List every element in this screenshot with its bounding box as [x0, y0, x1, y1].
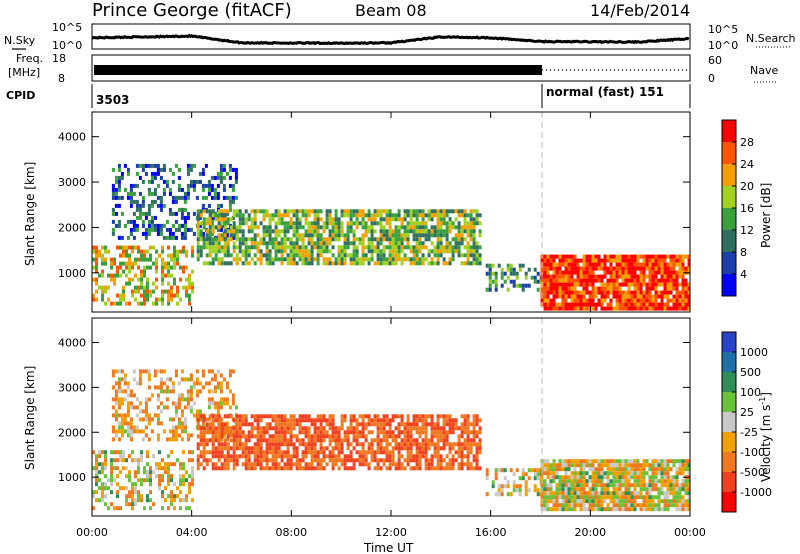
range-tick-label-1000: 1000: [58, 267, 86, 280]
colorbar-swatch-5: [722, 432, 736, 452]
power-range-axis: 1000 2000 3000 4000: [58, 131, 690, 280]
freq-trace: [94, 65, 542, 75]
colorbar-swatch-7: [722, 120, 736, 142]
noise-right-tick-bottom: 10^0: [708, 39, 738, 52]
colorbar-swatch-6: [722, 142, 736, 164]
noise-trace: [91, 33, 690, 46]
time-axis: 00:00 04:00 08:00 12:00 16:00 20:00 00:00: [76, 112, 706, 539]
range-tick-label-2000: 2000: [58, 426, 86, 439]
time-tick-label-3: 12:00: [375, 526, 407, 539]
time-tick-label-2: 08:00: [275, 526, 307, 539]
noise-panel: N.Sky 10^5 10^0 10^5 10^0 N.Search: [4, 21, 796, 52]
colorbar-swatch-5: [722, 164, 736, 186]
range-tick-label-3000: 3000: [58, 176, 86, 189]
velocity-panel: 1000 2000 3000 4000 Slant Range [km]: [23, 317, 691, 517]
range-tick-label-1000: 1000: [58, 471, 86, 484]
power-panel: 1000 2000 3000 4000 Slant Range [km]: [23, 111, 691, 313]
colorbar-tick-1: 500: [740, 366, 761, 379]
colorbar-tick-3: 25: [740, 406, 754, 419]
velocity-range-axis-label: Slant Range [km]: [23, 366, 37, 470]
velocity-region-1: [92, 245, 194, 306]
noise-right-tick-top: 10^5: [708, 23, 738, 36]
colorbar-swatch-0: [722, 274, 736, 296]
velocity-colorbar: 1000 500 100 25 -25 -100 -500 -1000: [721, 331, 772, 513]
velocity-region-5: [540, 254, 691, 311]
range-tick-label-3000: 3000: [58, 381, 86, 394]
colorbar-tick-3: 16: [740, 202, 754, 215]
nave-tick-top: 60: [708, 54, 722, 67]
colorbar-tick-5: -100: [740, 446, 765, 459]
colorbar-swatch-3: [722, 392, 736, 412]
colorbar-tick-2: 20: [740, 180, 754, 193]
colorbar-tick-6: -500: [740, 466, 765, 479]
colorbar-swatch-2: [722, 372, 736, 392]
colorbar-swatch-3: [722, 208, 736, 230]
noise-left-label: N.Sky: [4, 34, 36, 47]
colorbar-swatch-7: [722, 472, 736, 492]
time-tick-label-5: 20:00: [574, 526, 606, 539]
time-axis-label: Time UT: [363, 541, 414, 554]
cpid-panel: CPID 3503 normal (fast) 151: [6, 84, 691, 108]
cpid-segment-1: 3503: [96, 93, 129, 107]
velocity-range-axis: 1000 2000 3000 4000: [58, 336, 690, 484]
colorbar-swatch-4: [722, 186, 736, 208]
time-tick-label-6: 00:00: [674, 526, 706, 539]
freq-tick-bottom: 8: [58, 72, 65, 85]
date-title: 14/Feb/2014: [590, 1, 690, 20]
velocity-region-3: [196, 414, 482, 471]
velocity-region-5: [540, 459, 691, 512]
velocity-region-1: [92, 450, 194, 511]
colorbar-tick-4: -25: [740, 426, 758, 439]
freq-panel: Freq. [MHz] 18 8 60 0 Nave: [8, 52, 778, 85]
colorbar-swatch-6: [722, 452, 736, 472]
colorbar-tick-0: 1000: [740, 346, 768, 359]
colorbar-tick-4: 12: [740, 224, 754, 237]
beam-title: Beam 08: [355, 1, 427, 20]
power-colorbar: 28 24 20 16 12 8 4: [721, 119, 754, 297]
colorbar-swatch-2: [722, 230, 736, 252]
time-tick-label-1: 04:00: [176, 526, 208, 539]
noise-left-tick-top: 10^5: [52, 21, 82, 34]
power-range-axis-label: Slant Range [km]: [23, 162, 37, 266]
velocity-colorbar-label: Velocity [m s-1]: [758, 392, 773, 482]
freq-tick-top: 18: [52, 52, 66, 65]
colorbar-swatch-1: [722, 352, 736, 372]
range-tick-label-4000: 4000: [58, 336, 86, 349]
colorbar-swatch-4: [722, 412, 736, 432]
colorbar-tick-0: 28: [740, 136, 754, 149]
freq-label-1: Freq.: [16, 52, 43, 65]
velocity-region-3: [196, 209, 482, 266]
noise-left-tick-bottom: 10^0: [52, 39, 82, 52]
colorbar-tick-7: -1000: [740, 486, 772, 499]
colorbar-swatch-0: [722, 332, 736, 352]
colorbar-swatch-8: [722, 492, 736, 512]
colorbar-swatch-1: [722, 252, 736, 274]
velocity-region-4: [485, 263, 543, 292]
nave-label: Nave: [750, 64, 778, 77]
power-echo-layer: [92, 163, 691, 311]
range-tick-label-2000: 2000: [58, 221, 86, 234]
time-tick-label-0: 00:00: [76, 526, 108, 539]
noise-right-label: N.Search: [746, 32, 796, 45]
velocity-region-4: [485, 468, 543, 497]
colorbar-tick-6: 4: [740, 268, 747, 281]
station-title: Prince George (fitACF): [92, 0, 292, 21]
colorbar-tick-2: 100: [740, 386, 761, 399]
time-tick-label-4: 16:00: [475, 526, 507, 539]
cpid-segment-2: normal (fast) 151: [546, 85, 664, 99]
colorbar-tick-5: 8: [740, 246, 747, 259]
power-colorbar-label: Power [dB]: [759, 183, 773, 248]
cpid-label: CPID: [6, 89, 35, 102]
velocity-echo-layer: [92, 369, 691, 512]
nave-tick-bottom: 0: [708, 72, 715, 85]
colorbar-tick-1: 24: [740, 158, 754, 171]
freq-label-2: [MHz]: [8, 66, 40, 79]
range-tick-label-4000: 4000: [58, 131, 86, 144]
